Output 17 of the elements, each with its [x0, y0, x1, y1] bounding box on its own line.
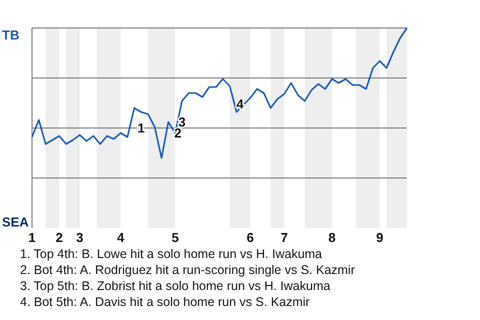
x-tick-label: 9 — [376, 230, 384, 245]
text: 2. Bot 4th: A. Rodriguez hit a run-scoring single vs S. Kazmir — [20, 263, 355, 277]
x-tick-label: 2 — [56, 230, 63, 245]
x-tick-label: 3 — [76, 230, 84, 245]
text: 3. Top 5th: B. Zobrist hit a solo home run vs H. Iwakuma — [20, 279, 330, 293]
x-tick-label: 8 — [328, 230, 336, 245]
x-tick-label: 6 — [246, 230, 254, 245]
annotation: 4 — [236, 96, 244, 112]
x-tick-label: 5 — [172, 230, 179, 245]
x-tick-label: 4 — [117, 230, 126, 245]
x-tick-label: 1 — [28, 230, 36, 245]
annotation: 2 — [174, 126, 182, 141]
text: 4. Bot 5th: A. Davis hit a solo home run vs S. Kazmir — [20, 295, 310, 309]
text: TB — [2, 28, 20, 43]
text: SEA — [2, 214, 30, 230]
text: 1. Top 4th: B. Lowe hit a solo home run vs H. Iwakuma — [20, 247, 322, 261]
x-tick-label: 7 — [280, 230, 288, 245]
